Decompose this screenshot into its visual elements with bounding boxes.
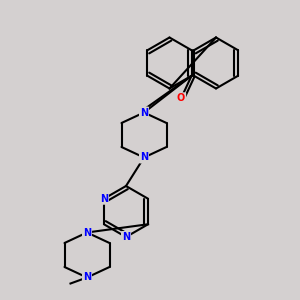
Text: O: O: [177, 93, 185, 103]
Text: N: N: [122, 232, 130, 242]
Text: N: N: [83, 272, 91, 283]
Text: N: N: [140, 107, 148, 118]
Text: N: N: [83, 227, 91, 238]
Text: N: N: [100, 194, 108, 204]
Text: N: N: [140, 152, 148, 163]
